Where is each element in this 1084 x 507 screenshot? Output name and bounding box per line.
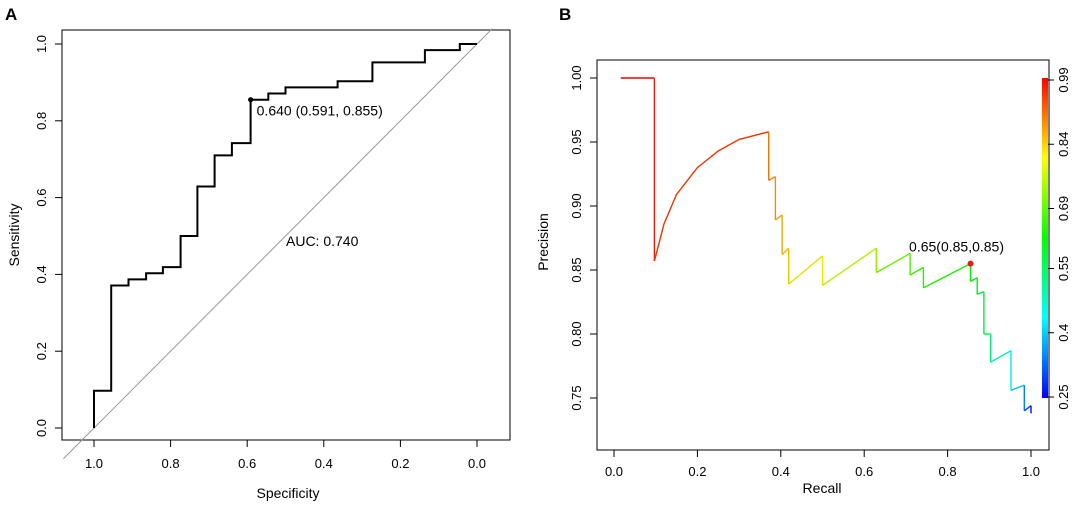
roc-reference-diagonal <box>63 28 493 460</box>
roc-y-tick-label: 0.4 <box>34 265 49 283</box>
pr-curve-segment <box>923 262 971 289</box>
pr-threshold-point <box>967 260 974 267</box>
pr-x-tick-label: 1.0 <box>1022 464 1040 479</box>
roc-x-axis: 1.0 0.8 0.6 0.4 0.2 0.0 <box>85 439 486 471</box>
roc-y-axis-label: Sensitivity <box>6 203 22 266</box>
pr-curve-segment <box>875 252 911 274</box>
pr-curve-segment <box>970 277 978 283</box>
pr-threshold-label: 0.65(0.85,0.85) <box>909 239 1004 255</box>
pr-y-tick-label: 0.85 <box>569 257 584 282</box>
colorbar <box>1042 78 1048 398</box>
roc-y-tick-label: 0.8 <box>34 112 49 130</box>
roc-threshold-point <box>248 97 254 103</box>
pr-x-axis-label: Recall <box>803 480 842 496</box>
pr-x-tick-label: 0.6 <box>855 464 873 479</box>
pr-curve-segment <box>1010 384 1025 391</box>
pr-curve-segment <box>774 214 783 221</box>
roc-curve <box>93 43 477 428</box>
roc-curve-line <box>93 43 477 428</box>
roc-x-axis-label: Specificity <box>256 485 319 501</box>
pr-x-tick-label: 0.2 <box>688 464 706 479</box>
pr-curve-segment <box>781 247 790 256</box>
pr-panel: 0.0 0.2 0.4 0.6 0.8 1.0 0.75 0.80 0.85 0.90 0.95 1… <box>535 59 1071 496</box>
panel-label-a: A <box>5 5 17 24</box>
roc-y-tick-label: 0.2 <box>34 342 49 360</box>
roc-y-tick-label: 0.6 <box>34 189 49 207</box>
roc-threshold-label: 0.640 (0.591, 0.855) <box>257 103 383 119</box>
colorbar-tick-label: 0.69 <box>1056 196 1071 221</box>
pr-x-axis: 0.0 0.2 0.4 0.6 0.8 1.0 <box>605 449 1040 479</box>
pr-y-tick-label: 0.80 <box>569 321 584 346</box>
pr-plot-frame <box>596 59 1050 451</box>
roc-x-tick-label: 0.4 <box>315 456 333 471</box>
pr-y-tick-label: 1.00 <box>569 65 584 90</box>
pr-x-tick-label: 0.8 <box>939 464 957 479</box>
panel-label-b: B <box>559 5 571 24</box>
pr-y-tick-label: 0.75 <box>569 385 584 410</box>
pr-curve-segment <box>990 349 1012 363</box>
roc-x-tick-label: 0.0 <box>468 456 486 471</box>
roc-x-tick-label: 0.6 <box>238 456 256 471</box>
pr-y-tick-label: 0.95 <box>569 129 584 154</box>
pr-threshold-marker <box>967 260 974 267</box>
pr-y-tick-label: 0.90 <box>569 193 584 218</box>
colorbar-ticks: 0.25 0.4 0.55 0.69 0.84 0.99 <box>1048 67 1071 410</box>
colorbar-tick-label: 0.4 <box>1056 324 1071 342</box>
roc-panel: 1.0 0.8 0.6 0.4 0.2 0.0 0.0 0.2 0.4 0.6 0.8 1.0 Sp… <box>6 28 511 501</box>
pr-curve-segment <box>653 131 769 262</box>
roc-y-tick-label: 0.0 <box>34 419 49 437</box>
colorbar-tick-label: 0.55 <box>1056 256 1071 281</box>
roc-x-tick-label: 0.2 <box>391 456 409 471</box>
pr-curve-segment <box>768 175 776 182</box>
pr-curve-segment <box>976 291 985 295</box>
roc-auc-label: AUC: 0.740 <box>286 233 359 249</box>
pr-x-tick-label: 0.0 <box>605 464 623 479</box>
roc-y-tick-label: 1.0 <box>34 35 49 53</box>
pr-curve-segment <box>822 247 877 286</box>
colorbar-tick-label: 0.84 <box>1056 132 1071 157</box>
pr-y-axis-label: Precision <box>535 213 551 271</box>
roc-x-tick-label: 0.8 <box>162 456 180 471</box>
pr-x-tick-label: 0.4 <box>772 464 790 479</box>
pr-curve-segment <box>788 255 823 285</box>
colorbar-tick-label: 0.99 <box>1056 67 1071 92</box>
roc-reference-line <box>63 28 493 460</box>
pr-curve-segment <box>1023 405 1032 412</box>
roc-y-axis: 0.0 0.2 0.4 0.6 0.8 1.0 <box>34 35 63 437</box>
colorbar-tick-label: 0.25 <box>1056 384 1071 409</box>
pr-y-axis: 0.75 0.80 0.85 0.90 0.95 1.00 <box>569 65 598 411</box>
pr-curve-segment <box>909 266 924 276</box>
roc-threshold-marker <box>248 97 254 103</box>
roc-x-tick-label: 1.0 <box>85 456 103 471</box>
